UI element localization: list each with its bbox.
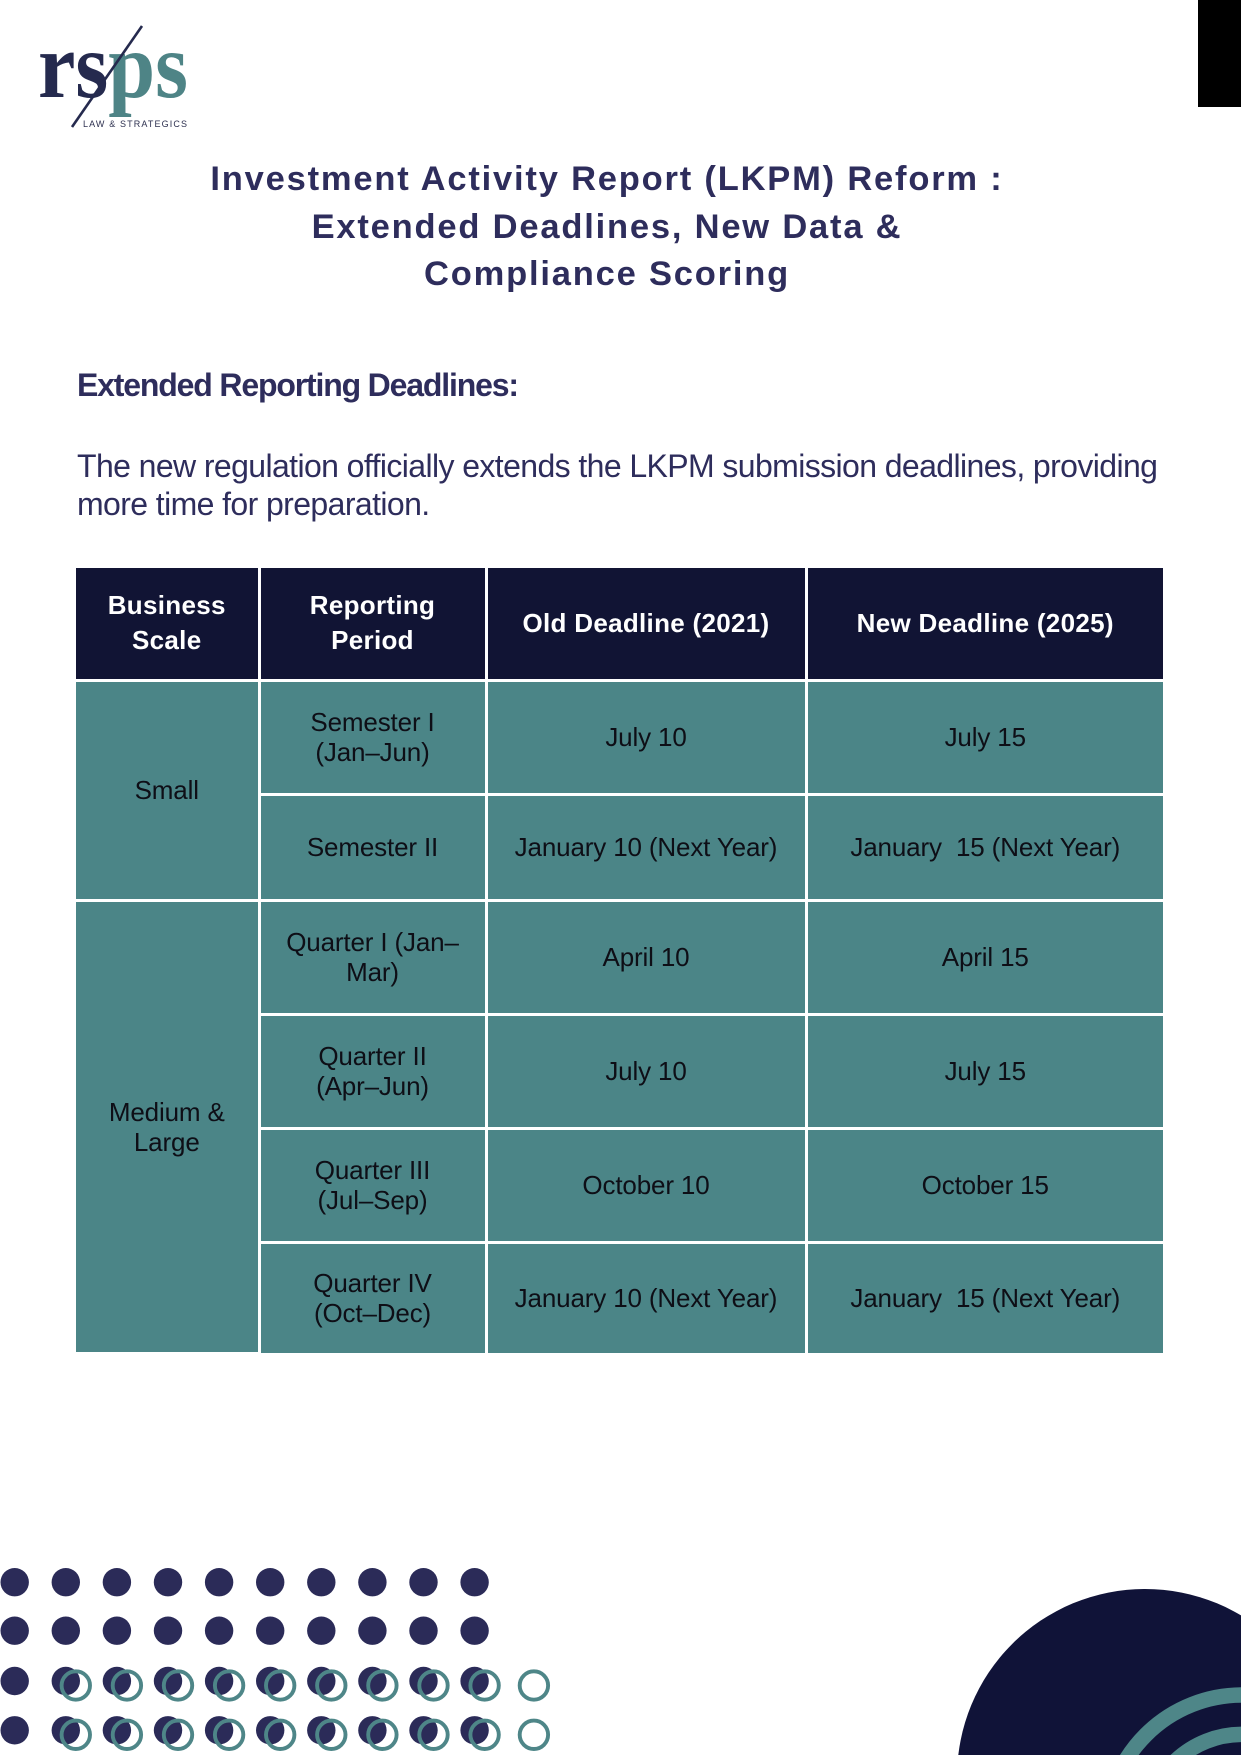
svg-text:rsps: rsps — [38, 15, 188, 118]
svg-text:LAW & STRATEGICS: LAW & STRATEGICS — [83, 119, 187, 129]
